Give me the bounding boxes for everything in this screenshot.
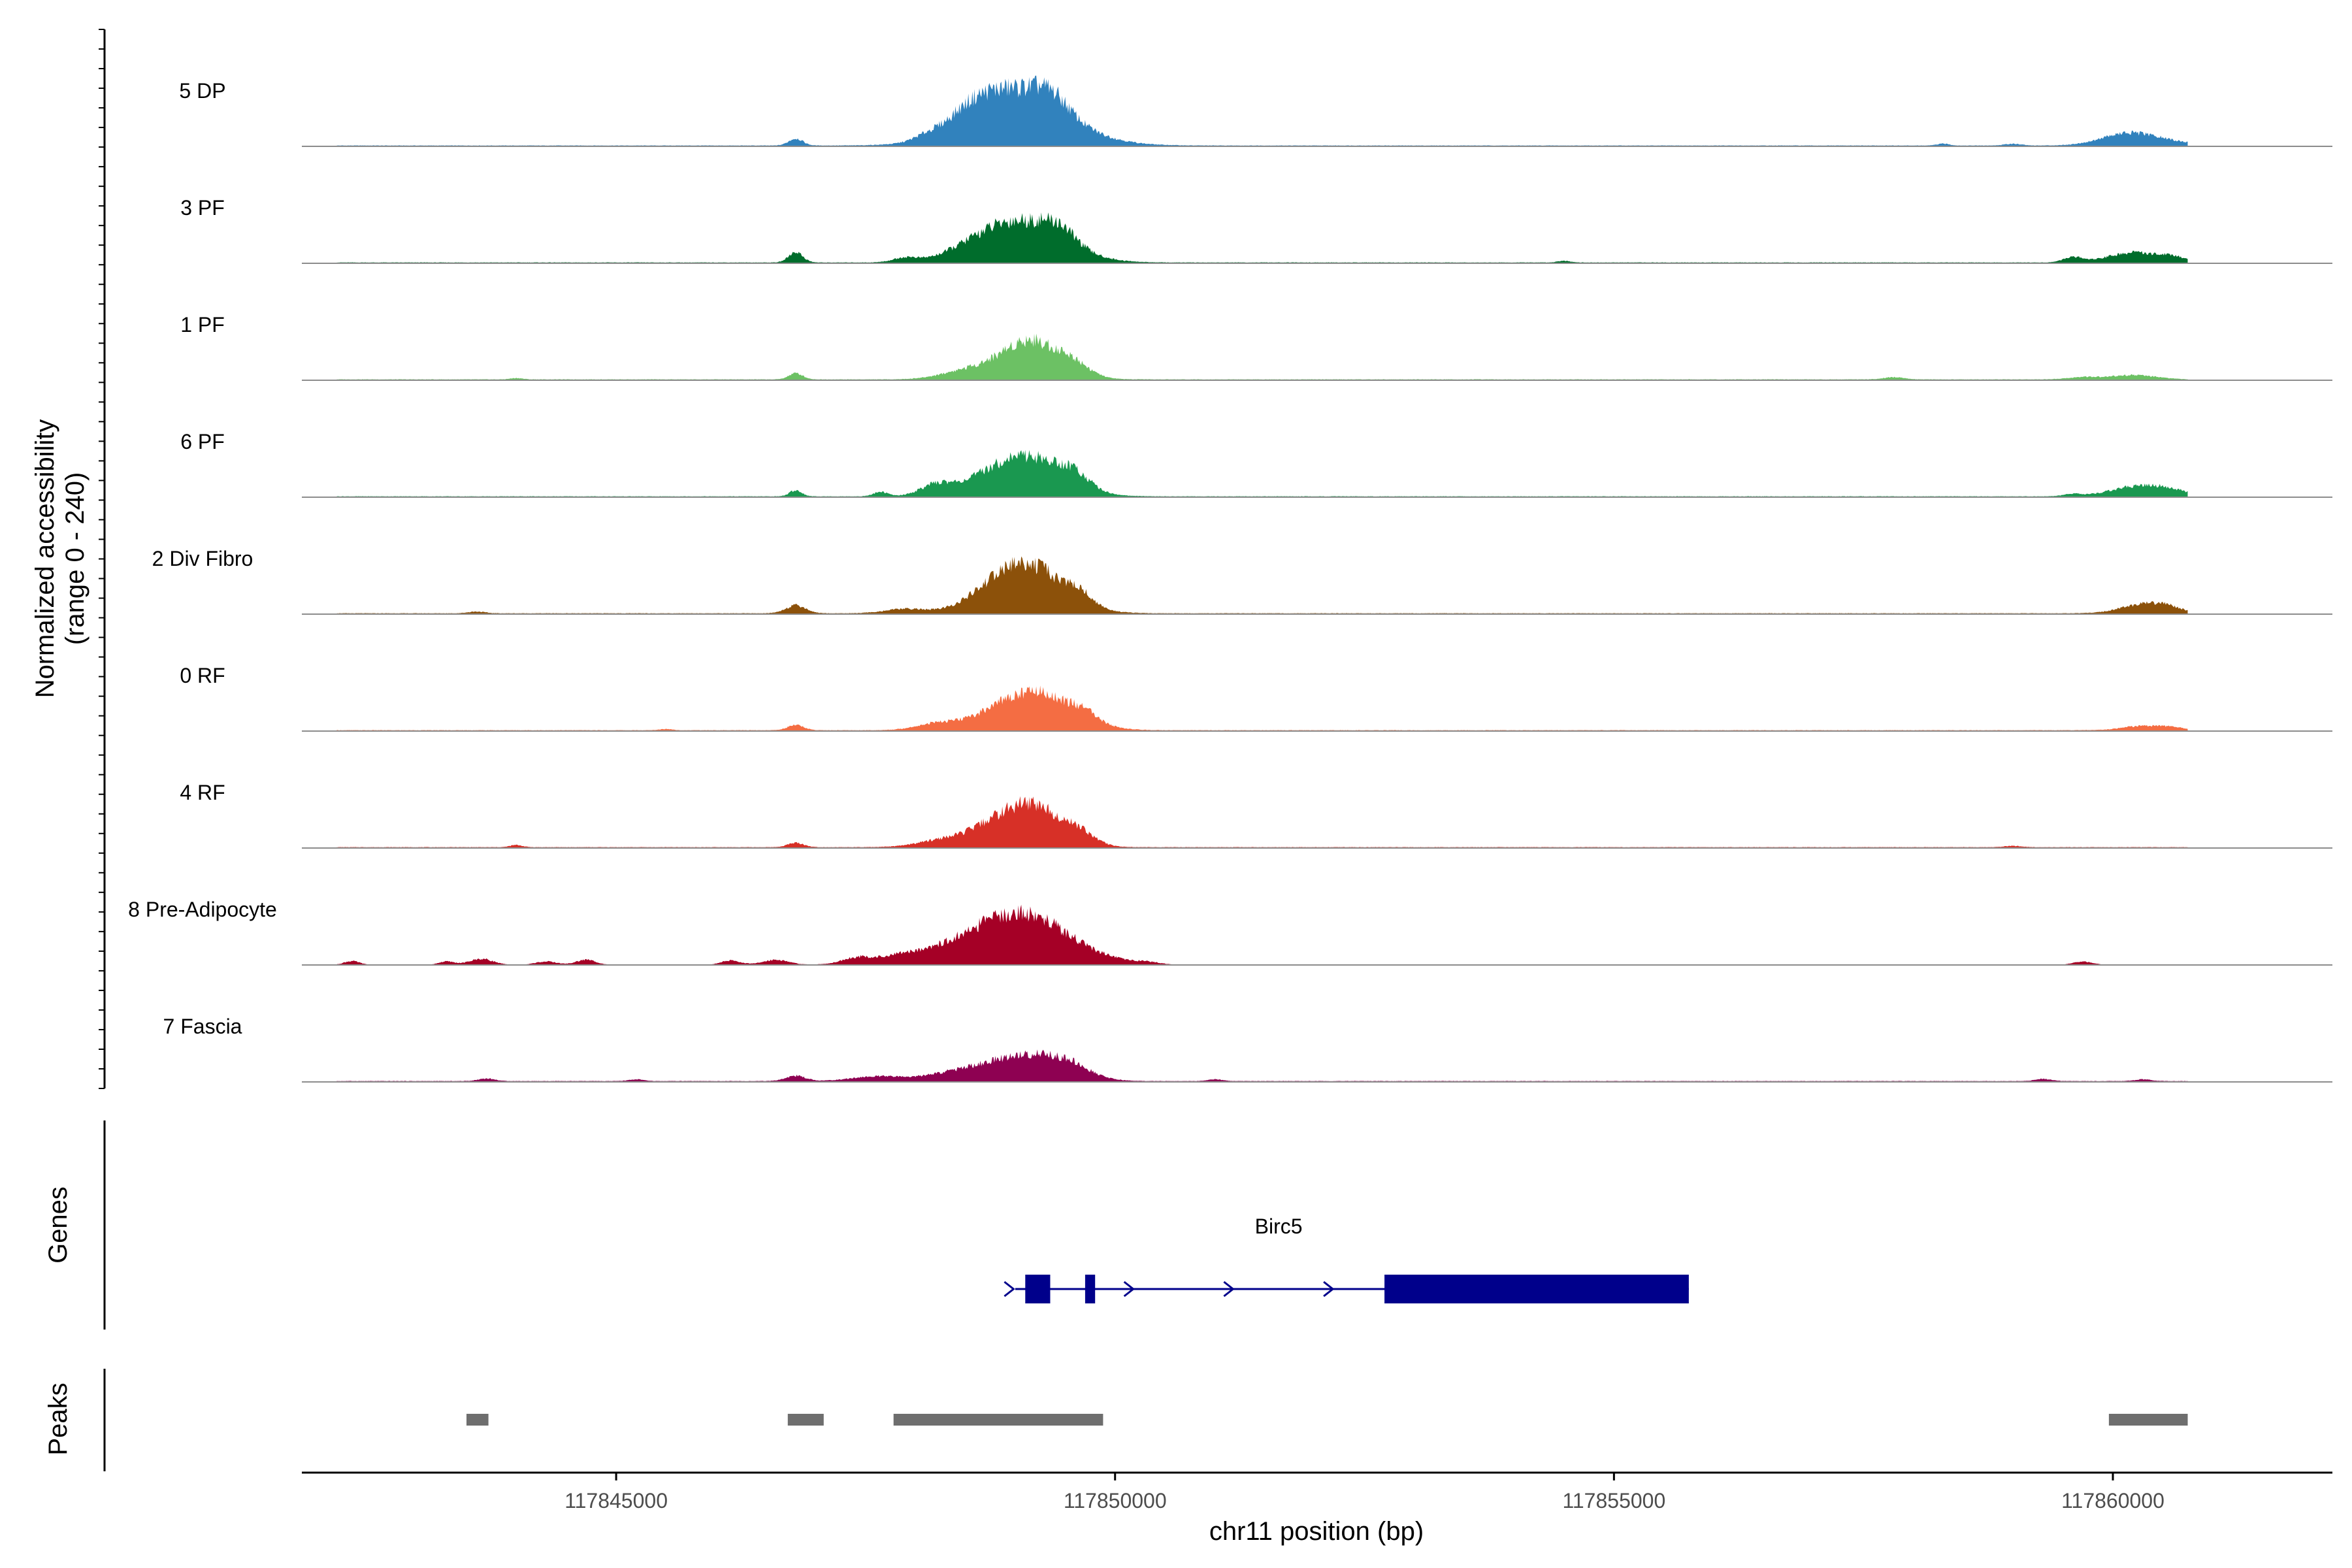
gene-exon: [1384, 1275, 1689, 1303]
track-label: 6 PF: [180, 430, 225, 453]
strand-arrow: [1323, 1281, 1335, 1298]
y-axis-label-line1: Normalized accessibility: [31, 419, 59, 698]
peak-region: [787, 1414, 824, 1426]
track-label: 1 PF: [180, 313, 225, 336]
strand-arrow: [1223, 1281, 1235, 1298]
track-label: 5 DP: [179, 79, 225, 103]
track-label: 3 PF: [180, 196, 225, 220]
coverage-track: 3 PF: [180, 196, 2332, 264]
coverage-area: [336, 1049, 2188, 1082]
coverage-tracks: 5 DP 3 PF 1 PF 6 PF 2 Div Fibro 0 RF 4 RF 8 Pre…: [128, 75, 2332, 1083]
coverage-area: [336, 333, 2188, 380]
gene-exon: [1025, 1275, 1051, 1303]
coverage-area: [336, 556, 2188, 614]
peaks-track-label: Peaks: [44, 1382, 73, 1455]
x-tick-label: 117855000: [1562, 1489, 1665, 1512]
track-label: 2 Div Fibro: [152, 547, 253, 570]
track-label: 4 RF: [180, 781, 225, 804]
coverage-track: 6 PF: [180, 430, 2332, 498]
gene-name-label: Birc5: [1255, 1215, 1303, 1238]
coverage-track: 1 PF: [180, 313, 2332, 381]
strand-arrow: [1004, 1281, 1015, 1298]
peak-region: [466, 1414, 489, 1426]
x-tick-label: 117845000: [564, 1489, 668, 1512]
x-tick-label: 117860000: [2061, 1489, 2164, 1512]
coverage-area: [336, 904, 2188, 965]
track-label: 7 Fascia: [163, 1015, 242, 1038]
peak-region: [893, 1414, 1103, 1426]
coverage-area: [336, 685, 2188, 731]
coverage-track: 7 Fascia: [163, 1015, 2332, 1083]
coverage-area: [336, 212, 2188, 263]
coverage-track: 0 RF: [180, 664, 2332, 732]
coverage-track: 5 DP: [179, 75, 2332, 147]
y-axis: [99, 29, 106, 1089]
track-label: 0 RF: [180, 664, 225, 687]
x-axis-label: chr11 position (bp): [1209, 1517, 1424, 1546]
peak-track: [103, 1369, 2188, 1471]
x-axis: 117845000 117850000 117855000 117860000: [302, 1471, 2332, 1512]
coverage-track: 8 Pre-Adipocyte: [128, 898, 2332, 966]
strand-arrow: [1123, 1281, 1135, 1298]
gene-track: Birc5: [103, 1120, 1689, 1330]
track-label: 8 Pre-Adipocyte: [128, 898, 277, 921]
coverage-area: [336, 75, 2188, 146]
gene-exon: [1085, 1275, 1096, 1303]
genes-track-label: Genes: [44, 1186, 73, 1264]
coverage-track: 2 Div Fibro: [152, 547, 2332, 615]
coverage-track: 4 RF: [180, 781, 2332, 849]
peak-region: [2108, 1414, 2188, 1426]
coverage-area: [336, 796, 2188, 848]
coverage-area: [336, 449, 2188, 497]
y-axis-label-line2: (range 0 - 240): [61, 472, 90, 645]
x-tick-label: 117850000: [1064, 1489, 1167, 1512]
